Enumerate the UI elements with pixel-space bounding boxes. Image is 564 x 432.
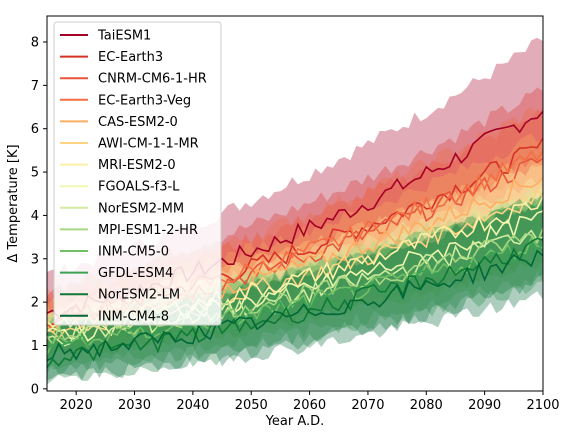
legend-label: NorESM2-LM <box>98 288 180 303</box>
x-tick-label-2070: 2070 <box>351 398 384 413</box>
plot-frame <box>46 15 544 392</box>
legend-label: EC-Earth3 <box>98 50 163 65</box>
legend-label: AWI-CM-1-1-MR <box>98 137 199 152</box>
legend-box <box>53 21 222 326</box>
y-axis-label: Δ Temperature [K] <box>6 144 21 262</box>
y-axis: 0 1 2 3 4 5 6 7 8 <box>31 36 47 397</box>
line-gfdl-esm4 <box>47 240 543 352</box>
legend-label: TaiESM1 <box>97 29 151 44</box>
y-tick-label-8: 8 <box>31 36 39 51</box>
line-inm-cm4-8 <box>47 249 543 362</box>
y-tick-label-0: 0 <box>31 382 39 397</box>
legend: TaiESM1 EC-Earth3 CNRM-CM6-1-HR EC-Earth3-V… <box>53 21 222 326</box>
legend-label: CNRM-CM6-1-HR <box>98 72 207 87</box>
x-tick-label-2040: 2040 <box>176 398 209 413</box>
legend-label: MPI-ESM1-2-HR <box>98 223 198 238</box>
x-tick-label-2020: 2020 <box>60 398 93 413</box>
legend-label: GFDL-ESM4 <box>98 266 173 281</box>
line-noresm2-lm <box>47 237 543 369</box>
y-tick-label-1: 1 <box>31 339 39 354</box>
x-tick-label-2090: 2090 <box>468 398 501 413</box>
legend-label: INM-CM5-0 <box>98 245 169 260</box>
x-axis-label: Year A.D. <box>265 414 325 429</box>
legend-label: NorESM2-MM <box>98 201 184 216</box>
line-noresm2-mm <box>47 229 543 347</box>
x-tick-label-2100: 2100 <box>526 398 559 413</box>
y-tick-label-7: 7 <box>31 79 39 94</box>
x-tick-label-2080: 2080 <box>410 398 443 413</box>
x-tick-label-2060: 2060 <box>293 398 326 413</box>
y-tick-label-2: 2 <box>31 296 39 311</box>
y-tick-label-6: 6 <box>31 122 39 137</box>
x-tick-label-2030: 2030 <box>118 398 151 413</box>
legend-label: INM-CM4-8 <box>98 309 169 324</box>
y-tick-label-5: 5 <box>31 166 39 181</box>
x-tick-label-2050: 2050 <box>235 398 268 413</box>
y-tick-label-4: 4 <box>31 209 39 224</box>
x-axis: 2020 2030 2040 2050 2060 2070 2080 2090 2100 <box>60 391 560 413</box>
legend-label: FGOALS-f3-L <box>98 180 180 195</box>
legend-label: MRI-ESM2-0 <box>98 158 176 173</box>
y-tick-label-3: 3 <box>31 252 39 267</box>
legend-label: CAS-ESM2-0 <box>98 115 178 130</box>
legend-label: EC-Earth3-Veg <box>98 93 191 108</box>
